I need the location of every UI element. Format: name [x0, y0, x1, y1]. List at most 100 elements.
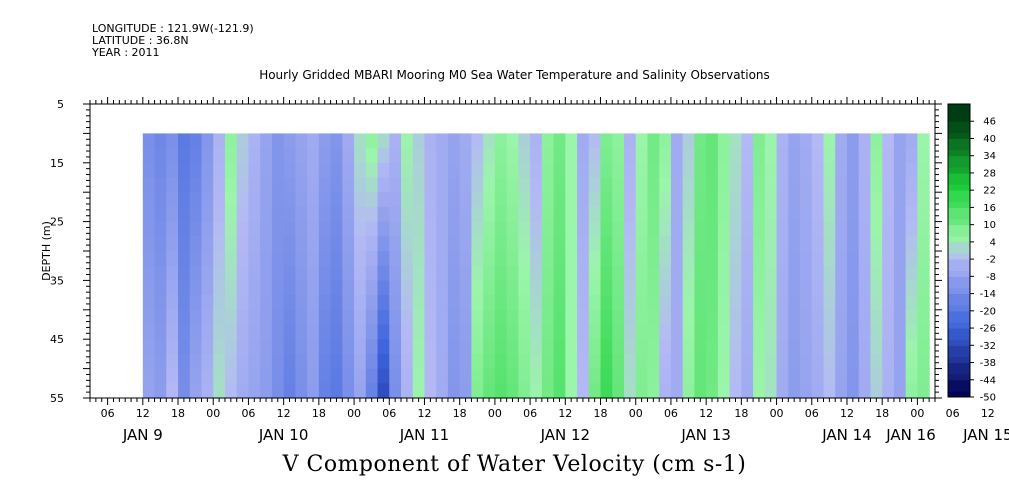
- heatmap-cell: [283, 309, 296, 326]
- heatmap-cell: [635, 265, 649, 281]
- heatmap-cell: [307, 353, 320, 370]
- heatmap-cell: [166, 236, 179, 252]
- colorbar-subband: [948, 333, 970, 340]
- heatmap-cell: [318, 236, 332, 252]
- heatmap-cell: [447, 280, 461, 296]
- heatmap-cell: [835, 162, 848, 179]
- heatmap-cell: [670, 236, 684, 252]
- heatmap-cell: [893, 192, 907, 208]
- heatmap-cell: [377, 236, 390, 252]
- heatmap-cell: [506, 280, 519, 296]
- heatmap-cell: [330, 236, 343, 252]
- heatmap-cell: [729, 324, 742, 340]
- heatmap-cell: [694, 192, 707, 208]
- heatmap-cell: [600, 353, 613, 370]
- heatmap-cell: [612, 280, 625, 296]
- heatmap-cell: [530, 280, 543, 296]
- heatmap-cell: [659, 324, 672, 340]
- heatmap-cell: [483, 353, 496, 370]
- heatmap-cell: [694, 177, 707, 193]
- heatmap-cell: [365, 368, 379, 384]
- heatmap-cell: [882, 383, 895, 399]
- heatmap-cell: [166, 133, 179, 149]
- heatmap-cell: [271, 162, 285, 179]
- heatmap-cell: [623, 368, 637, 384]
- heatmap-cell: [365, 162, 379, 179]
- heatmap-cell: [142, 236, 156, 252]
- heatmap-cell: [811, 324, 825, 340]
- heatmap-cell: [577, 265, 590, 281]
- heatmap-cell: [659, 236, 672, 252]
- heatmap-cell: [518, 339, 531, 355]
- heatmap-cell: [459, 251, 473, 267]
- heatmap-cell: [436, 148, 449, 164]
- heatmap-cell: [647, 162, 660, 179]
- heatmap-cell: [647, 309, 660, 326]
- heatmap-cell: [788, 265, 801, 281]
- heatmap-cell: [682, 339, 696, 355]
- heatmap-cell: [565, 295, 578, 311]
- heatmap-cell: [600, 339, 613, 355]
- heatmap-cell: [189, 206, 203, 223]
- heatmap-cell: [248, 133, 261, 149]
- heatmap-cell: [717, 192, 731, 208]
- heatmap-cell: [588, 133, 602, 149]
- heatmap-cell: [401, 177, 414, 193]
- heatmap-cell: [893, 133, 907, 149]
- heatmap-cell: [612, 353, 625, 370]
- heatmap-cell: [389, 383, 402, 399]
- heatmap-cell: [471, 206, 484, 223]
- heatmap-cell: [541, 295, 555, 311]
- heatmap-cell: [236, 295, 250, 311]
- heatmap-cell: [788, 324, 801, 340]
- heatmap-cell: [201, 236, 214, 252]
- heatmap-cell: [389, 368, 402, 384]
- heatmap-cell: [189, 353, 203, 370]
- heatmap-cell: [318, 353, 332, 370]
- colorbar-subband: [948, 115, 970, 122]
- heatmap-cell: [612, 324, 625, 340]
- heatmap-cell: [870, 162, 883, 179]
- heatmap-cell: [295, 280, 308, 296]
- heatmap-cell: [647, 133, 660, 149]
- heatmap-cell: [447, 295, 461, 311]
- heatmap-cell: [154, 295, 167, 311]
- heatmap-cell: [530, 251, 543, 267]
- heatmap-cell: [917, 148, 930, 164]
- heatmap-cell: [354, 148, 367, 164]
- heatmap-cell: [835, 236, 848, 252]
- heatmap-cell: [471, 295, 484, 311]
- heatmap-cell: [788, 383, 801, 399]
- heatmap-cell: [377, 339, 390, 355]
- heatmap-cell: [917, 339, 930, 355]
- heatmap-cell: [623, 206, 637, 223]
- heatmap-cell: [635, 368, 649, 384]
- heatmap-cell: [741, 339, 754, 355]
- heatmap-cell: [342, 133, 355, 149]
- heatmap-cell: [882, 133, 895, 149]
- heatmap-cell: [565, 192, 578, 208]
- heatmap-cell: [283, 221, 296, 237]
- heatmap-cell: [776, 324, 789, 340]
- heatmap-cell: [307, 251, 320, 267]
- heatmap-cell: [307, 339, 320, 355]
- heatmap-cell: [154, 353, 167, 370]
- heatmap-cell: [224, 177, 238, 193]
- heatmap-cell: [729, 206, 742, 223]
- heatmap-cell: [436, 383, 449, 399]
- heatmap-cell: [905, 280, 918, 296]
- heatmap-cell: [518, 221, 531, 237]
- heatmap-cell: [295, 383, 308, 399]
- heatmap-cell: [635, 309, 649, 326]
- heatmap-cell: [788, 236, 801, 252]
- heatmap-cell: [670, 324, 684, 340]
- heatmap-cell: [588, 368, 602, 384]
- longitude-text: LONGITUDE : 121.9W(-121.9): [92, 22, 254, 35]
- heatmap-cell: [494, 339, 508, 355]
- colorbar-tick-label: 22: [983, 186, 996, 197]
- heatmap-cell: [694, 162, 707, 179]
- heatmap-cell: [283, 133, 296, 149]
- heatmap-cell: [506, 236, 519, 252]
- heatmap-cell: [178, 221, 191, 237]
- heatmap-cell: [142, 206, 156, 223]
